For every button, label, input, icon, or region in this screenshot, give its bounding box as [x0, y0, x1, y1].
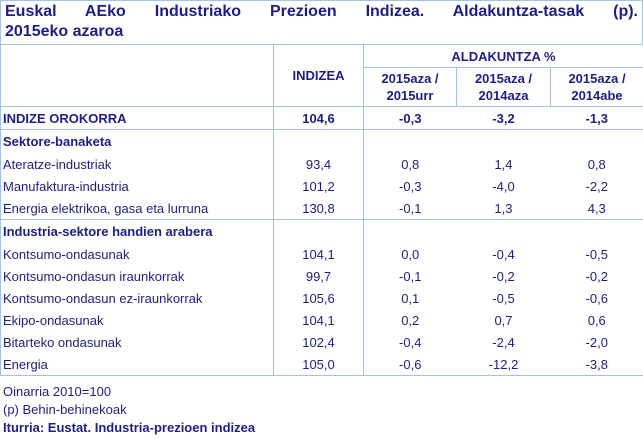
row-label: Energia [0, 353, 274, 376]
cell-change-1: -0,1 [399, 200, 422, 216]
row-label: Manufaktura-industria [0, 175, 274, 197]
footnote-provisional: (p) Behin-behinekoak [3, 402, 127, 417]
cell-change-3: -1,3 [550, 106, 643, 130]
period-1-numerator: 2015aza / [381, 71, 439, 86]
cell-indizea: 104,1 [273, 243, 364, 265]
cell-change-3: 0,8 [587, 156, 606, 172]
cell-change-1: -0,3 [363, 106, 457, 130]
col-header-indizea: INDIZEA [273, 44, 364, 107]
cell-change-2: -0,4 [492, 246, 515, 262]
cell-indizea: 105,0 [273, 353, 364, 376]
cell-indizea [273, 129, 364, 153]
cell-indizea: 93,4 [273, 153, 364, 175]
table-row: Kontsumo-ondasun ez-iraunkorrak 105,6 0,… [0, 287, 643, 309]
cell-change-2: 1,3 [494, 200, 513, 216]
cell-change-1 [363, 219, 457, 243]
cell-indizea: 102,4 [273, 331, 364, 353]
cell-change-2: -12,2 [488, 356, 519, 372]
cell-change-2: -0,2 [492, 268, 515, 284]
cell-change-2 [457, 130, 551, 154]
cell-change-2 [456, 219, 551, 243]
cell-change-1: 0,8 [401, 156, 420, 172]
cell-change-3: -2,2 [585, 178, 608, 194]
cell-indizea: 99,7 [273, 265, 364, 287]
row-label: Kontsumo-ondasun iraunkorrak [0, 265, 274, 287]
table-row: Manufaktura-industria 101,2 -0,3 -4,0 -2… [0, 175, 643, 197]
cell-change-1: -0,6 [399, 356, 422, 372]
header-row-periods: 2015aza / 2015urr 2015aza / 2014aza 2015az… [1, 67, 643, 107]
cell-indizea: 104,1 [273, 309, 364, 331]
cell-change-2: -2,4 [492, 334, 515, 350]
row-label: Ateratze-industriak [0, 153, 274, 175]
table-row: Energia elektrikoa, gasa eta lurruna 130… [0, 197, 643, 220]
header-row-group: INDIZEA ALDAKUNTZA % [0, 44, 643, 107]
period-1-denominator: 2015urr [386, 88, 434, 103]
cell-change-1: 0,2 [401, 312, 420, 328]
cell-indizea: 101,2 [273, 175, 364, 197]
cell-change-3: 0,6 [587, 312, 606, 328]
cell-change-1: 0,1 [401, 290, 420, 306]
cell-change-1: -0,3 [399, 178, 422, 194]
cell-change-2: -3,2 [456, 106, 551, 130]
price-index-table: INDIZEA ALDAKUNTZA % 2015aza / 2015urr 20… [0, 44, 643, 376]
cell-change-1: -0,4 [399, 334, 422, 350]
page-title-line-1: Euskal AEko Industriako Prezioen Indizea… [5, 3, 638, 20]
period-3-denominator: 2014abe [571, 88, 623, 103]
table-row: Ekipo-ondasunak 104,1 0,2 0,7 0,6 [0, 309, 643, 331]
table-row: Bitarteko ondasunak 102,4 -0,4 -2,4 -2,0 [0, 331, 643, 353]
section-row-sektore-banaketa: Sektore-banaketa [0, 129, 643, 154]
cell-change-1: -0,1 [399, 268, 422, 284]
cell-change-3: -2,0 [585, 334, 608, 350]
cell-indizea: 105,6 [273, 287, 364, 309]
row-label: Ekipo-ondasunak [0, 309, 274, 331]
col-header-period-3: 2015aza / 2014abe [550, 67, 643, 107]
cell-change-3 [550, 219, 643, 243]
cell-change-2: 0,7 [494, 312, 513, 328]
cell-change-1: 0,0 [401, 246, 420, 262]
cell-indizea: 130,8 [273, 197, 364, 220]
row-label: Bitarteko ondasunak [0, 331, 274, 353]
page-title-line-2: 2015eko azaroa [5, 23, 124, 40]
cell-indizea: 104,6 [273, 106, 364, 130]
section-label: Industria-sektore handien arabera [0, 219, 274, 243]
table-row: Ateratze-industriak 93,4 0,8 1,4 0,8 [0, 153, 643, 175]
cell-change-3: -0,5 [585, 246, 608, 262]
row-label: Energia elektrikoa, gasa eta lurruna [0, 197, 274, 220]
table-row: Kontsumo-ondasun iraunkorrak 99,7 -0,1 -… [0, 265, 643, 287]
col-header-period-2: 2015aza / 2014aza [456, 67, 551, 107]
table-row: Kontsumo-ondasunak 104,1 0,0 -0,4 -0,5 [0, 243, 643, 265]
period-2-denominator: 2014aza [478, 88, 529, 103]
row-label: INDIZE OROKORRA [0, 106, 274, 130]
col-header-period-1: 2015aza / 2015urr [363, 67, 457, 107]
period-2-numerator: 2015aza / [474, 71, 533, 86]
cell-change-2: -4,0 [492, 178, 515, 194]
cell-change-3: 4,3 [587, 200, 606, 216]
footnote-base: Oinarria 2010=100 [3, 384, 112, 399]
cell-change-2: 1,4 [494, 156, 513, 172]
section-label: Sektore-banaketa [0, 129, 274, 153]
cell-change-1 [364, 130, 457, 154]
cell-change-3: -0,2 [585, 268, 608, 284]
cell-change-3: -3,8 [585, 356, 608, 372]
cell-change-3 [551, 130, 643, 154]
table-row: Energia 105,0 -0,6 -12,2 -3,8 [0, 353, 643, 376]
col-header-aldakuntza: ALDAKUNTZA % [363, 44, 643, 68]
cell-indizea [273, 219, 364, 243]
cell-change-3: -0,6 [585, 290, 608, 306]
section-row-industria-sektore: Industria-sektore handien arabera [0, 219, 643, 243]
period-3-numerator: 2015aza / [568, 71, 626, 86]
page-title: Euskal AEko Industriako Prezioen Indizea… [0, 0, 643, 44]
row-label: Kontsumo-ondasun ez-iraunkorrak [0, 287, 274, 309]
row-label: Kontsumo-ondasunak [0, 243, 274, 265]
corner-header-cell [0, 44, 274, 107]
footnotes: Oinarria 2010=100 (p) Behin-behinekoak I… [0, 376, 643, 437]
footnote-source: Iturria: Eustat. Industria-prezioen indi… [3, 420, 256, 435]
table-row-general-index: INDIZE OROKORRA 104,6 -0,3 -3,2 -1,3 [0, 106, 643, 130]
cell-change-2: -0,5 [492, 290, 515, 306]
